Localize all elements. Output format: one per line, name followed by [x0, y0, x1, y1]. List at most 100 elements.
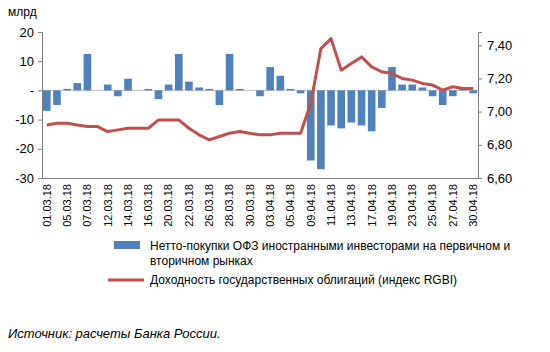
tick-label: 14.03.18: [122, 184, 134, 227]
tick-label: 25.04.18: [426, 184, 438, 227]
bar: [63, 89, 71, 90]
tick-label: -10: [15, 112, 34, 127]
tick: 6,80: [478, 137, 512, 152]
bar: [134, 90, 142, 91]
tick-label: 05.03.18: [61, 184, 73, 227]
bar: [84, 54, 92, 91]
bar: [408, 85, 416, 91]
tick: 27.04.18: [447, 178, 459, 227]
bar: [43, 90, 51, 110]
bar: [185, 82, 193, 91]
bar: [53, 90, 61, 105]
tick-label: 22.03.18: [183, 184, 195, 227]
tick: 09.04.18: [305, 178, 317, 227]
tick: 30.04.18: [467, 178, 479, 227]
tick-mark: [478, 78, 482, 79]
bar: [419, 87, 427, 90]
tick: 26.03.18: [203, 178, 215, 227]
tick-label: 17.04.18: [366, 184, 378, 227]
legend: Нетто-покупки ОФЗ иностранными инвестора…: [108, 239, 510, 287]
bar: [256, 90, 264, 96]
legend-label: Доходность государственных облигаций (ин…: [150, 273, 457, 287]
legend-swatch: [114, 241, 140, 249]
bar: [317, 90, 325, 169]
legend-swatch: [108, 279, 144, 282]
tick-mark: [38, 149, 42, 150]
tick: -: [30, 83, 42, 98]
tick: 28.03.18: [223, 178, 235, 227]
legend-label: Нетто-покупки ОФЗ иностранными инвестора…: [150, 239, 510, 268]
bar: [165, 85, 173, 91]
tick: -30: [15, 171, 42, 186]
bar: [439, 90, 447, 105]
bar: [287, 89, 295, 90]
y2-axis: 6,60 6,80 7,00 7,20 7,40: [478, 33, 512, 186]
bar: [205, 89, 213, 90]
tick: -10: [15, 112, 42, 127]
tick-label: 23.04.18: [406, 184, 418, 227]
tick: 20.03.18: [162, 178, 174, 227]
tick-mark: [38, 178, 42, 179]
tick-label: 09.04.18: [305, 184, 317, 227]
tick: 6,60: [478, 171, 512, 186]
bar: [266, 67, 274, 90]
bar: [388, 67, 396, 90]
tick: 05.04.18: [284, 178, 296, 227]
tick-label: 6,60: [487, 171, 512, 186]
bar: [175, 54, 183, 91]
marks: [43, 39, 477, 170]
plot: -30-20-10-10206,606,807,007,207,4001.03.…: [15, 25, 512, 227]
tick-label: 7,00: [487, 104, 512, 119]
bar: [398, 85, 406, 91]
bar: [469, 90, 477, 93]
tick: 14.03.18: [122, 178, 134, 227]
tick-label: 27.04.18: [447, 184, 459, 227]
tick: 07.03.18: [81, 178, 93, 227]
bar: [124, 79, 132, 91]
bar: [327, 90, 335, 125]
tick-label: 03.04.18: [264, 184, 276, 227]
y-axis: -30-20-10-1020: [15, 25, 42, 186]
bar: [358, 90, 366, 125]
tick-mark: [478, 145, 482, 146]
bar: [297, 90, 305, 93]
tick-label: 30.04.18: [467, 184, 479, 227]
tick-label: -30: [15, 171, 34, 186]
bar: [195, 87, 203, 90]
bar: [276, 76, 284, 91]
tick: 7,20: [478, 71, 512, 86]
tick: 11.04.18: [325, 178, 337, 226]
tick: 7,40: [478, 38, 512, 53]
tick-label: 12.03.18: [102, 184, 114, 227]
tick-label: 30.03.18: [244, 184, 256, 227]
tick: 10: [20, 54, 42, 69]
bar: [104, 85, 112, 91]
tick-mark: [478, 112, 482, 113]
tick: 05.03.18: [61, 178, 73, 227]
tick: 25.04.18: [426, 178, 438, 227]
tick: 17.04.18: [366, 178, 378, 227]
tick-mark: [38, 61, 42, 62]
bar: [246, 90, 254, 91]
tick: 12.03.18: [102, 178, 114, 227]
tick: 16.03.18: [142, 178, 154, 227]
tick-mark: [478, 178, 482, 179]
tick: 20: [20, 25, 42, 40]
tick-mark: [478, 45, 482, 46]
tick-label: 20.03.18: [162, 184, 174, 227]
tick-label: 20: [20, 25, 34, 40]
axis-title: млрд: [8, 5, 37, 19]
bar: [73, 83, 81, 90]
tick: -20: [15, 141, 42, 156]
tick-label: 16.03.18: [142, 184, 154, 227]
bar: [368, 90, 376, 131]
bar: [94, 90, 102, 91]
tick-label: 10: [20, 54, 34, 69]
axis-line: [38, 33, 43, 179]
source: Источник: расчеты Банка России.: [8, 326, 221, 341]
tick-label: -20: [15, 141, 34, 156]
tick-mark: [38, 120, 42, 121]
tick: 01.03.18: [41, 178, 53, 227]
tick-label: -: [30, 83, 34, 98]
tick: 30.03.18: [244, 178, 256, 227]
